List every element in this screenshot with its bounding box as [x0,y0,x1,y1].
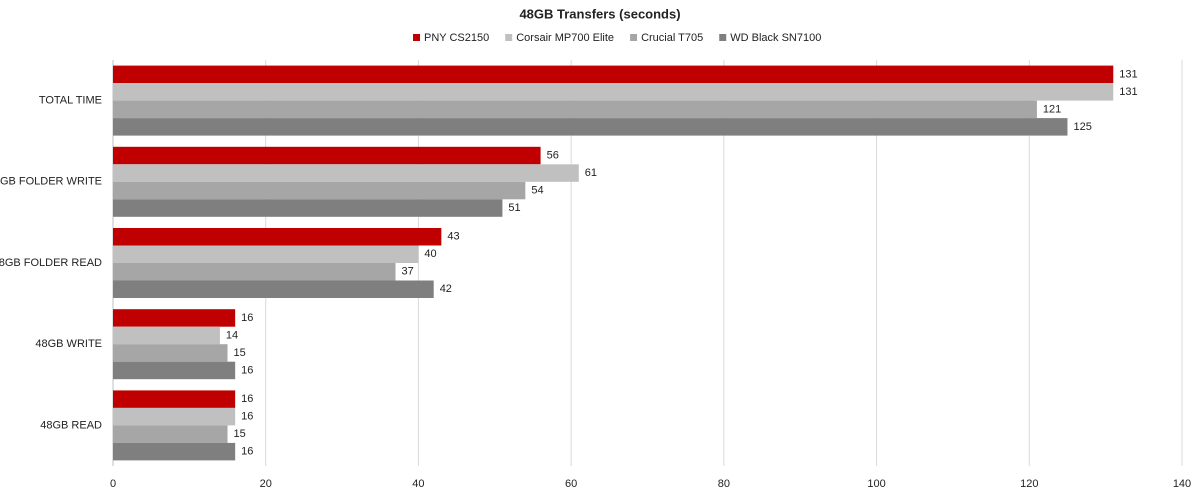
chart-title: 48GB Transfers (seconds) [519,6,680,21]
value-label: 15 [234,428,246,440]
bar [113,199,503,217]
value-label: 16 [241,364,253,376]
x-tick-label: 100 [867,478,885,490]
legend-swatch [719,34,727,41]
y-tick-label: 48GB READ [40,419,102,431]
value-label: 42 [440,283,452,295]
bar [113,361,236,380]
bar [113,309,236,327]
value-label: 15 [234,347,246,359]
value-label: 37 [402,266,414,278]
y-tick-label: TOTAL TIME [39,95,102,107]
value-label: 121 [1043,103,1061,115]
x-tick-label: 120 [1020,478,1038,490]
bar [113,164,579,182]
bar [113,181,526,200]
y-tick-label: 48GB FOLDER WRITE [0,176,102,188]
value-label: 125 [1073,121,1091,133]
value-label: 56 [547,149,559,161]
bar [113,65,1114,84]
bar [113,390,236,408]
legend-swatch [505,34,513,41]
value-label: 131 [1119,86,1137,98]
legend-swatch [413,34,420,41]
value-label: 54 [531,184,543,196]
y-tick-label: 48GB FOLDER READ [0,257,102,269]
bar [113,442,236,461]
value-label: 40 [424,248,436,260]
value-label: 61 [585,167,597,179]
bar [113,146,541,165]
bar [113,245,419,263]
legend-swatch [630,34,638,41]
x-tick-label: 80 [718,478,730,490]
bar [113,83,1114,101]
value-label: 14 [226,329,238,341]
value-label: 16 [241,393,253,405]
value-label: 131 [1119,68,1137,80]
value-label: 16 [241,446,253,458]
x-tick-label: 140 [1173,478,1191,490]
x-tick-label: 20 [260,478,272,490]
value-label: 51 [508,202,520,214]
x-tick-label: 60 [565,478,577,490]
x-tick-label: 40 [412,478,424,490]
bar [113,280,434,298]
legend-label: Corsair MP700 Elite [516,32,614,44]
bar [113,425,228,443]
bar [113,228,442,246]
legend-label: Crucial T705 [641,32,703,44]
y-tick-label: 48GB WRITE [35,338,102,350]
legend-label: WD Black SN7100 [730,32,821,44]
bar [113,118,1068,136]
legend-label: PNY CS2150 [424,32,489,44]
value-label: 43 [447,231,459,243]
x-tick-label: 0 [110,478,116,490]
bar [113,344,228,362]
bar [113,100,1037,119]
bar [113,263,396,281]
bar [113,407,236,426]
value-label: 16 [241,312,253,324]
bar [113,326,220,345]
value-label: 16 [241,411,253,423]
